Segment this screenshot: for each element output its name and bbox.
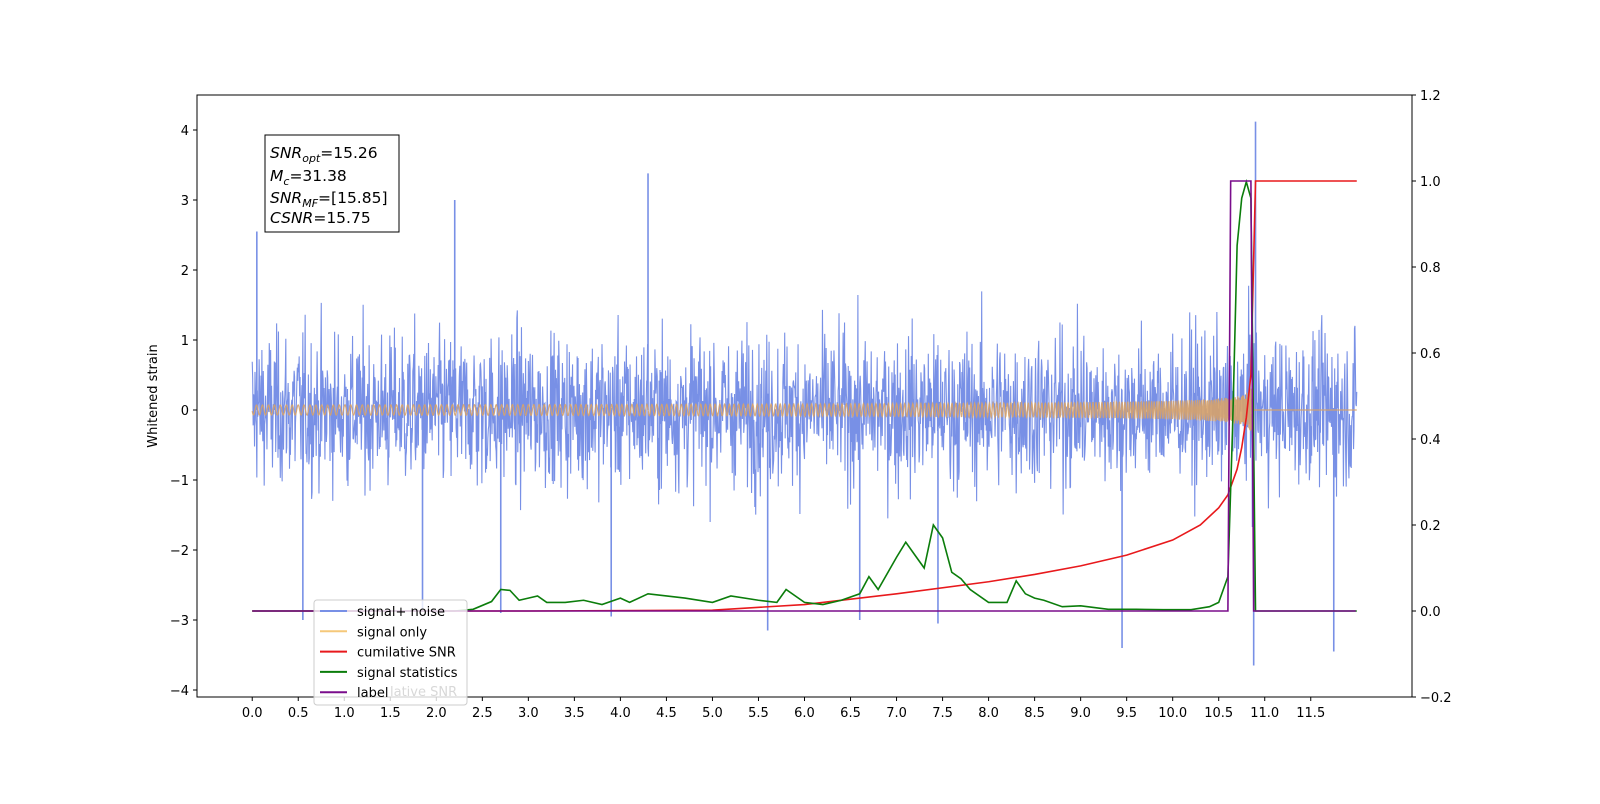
series-signal-noise-line [251,285,1358,528]
x-tick-label: 3.5 [564,706,585,721]
x-tick-label: 1.0 [334,706,355,721]
y-tick-label: 1 [181,334,189,349]
legend-label: label [357,686,388,701]
series-label-line [252,180,1356,612]
series-signal-statistics-line [252,178,1357,612]
y2-tick-label: 0.0 [1420,605,1441,620]
x-tick-label: 4.0 [610,706,631,721]
csnr-annotation: CSNR=15.75 [270,209,371,227]
y-tick-label: −1 [170,474,189,489]
y2-tick-label: 0.2 [1420,519,1441,534]
x-tick-label: 7.5 [932,706,953,721]
series-signal-only-line [251,387,1357,434]
x-tick-label: 5.5 [748,706,769,721]
legend-ghost-text: lative SNR [390,685,457,700]
x-tick-label: 6.0 [794,706,815,721]
x-tick-label: 10.5 [1204,706,1233,721]
x-tick-label: 9.5 [1116,706,1137,721]
x-tick-label: 8.0 [978,706,999,721]
y2-tick-label: 0.6 [1420,347,1441,362]
legend-label: signal only [357,625,427,640]
y2-tick-label: −0.2 [1420,691,1452,706]
y2-tick-label: 1.0 [1420,175,1441,190]
x-tick-label: 0.0 [242,706,263,721]
legend-label: cumilative SNR [357,646,456,661]
y2-tick-label: 1.2 [1420,89,1441,104]
x-tick-label: 9.0 [1070,706,1091,721]
x-tick-label: 4.5 [656,706,677,721]
x-tick-label: 6.5 [840,706,861,721]
chart-legend: signal+ noise signal only cumilative SNR si… [313,599,468,706]
x-tick-label: 11.5 [1296,706,1325,721]
y2-tick-label: 0.8 [1420,261,1441,276]
x-tick-label: 0.5 [288,706,309,721]
x-tick-label: 11.0 [1250,706,1279,721]
snr-mf-annotation: SNRMF=[15.85] [270,189,388,210]
x-tick-label: 2.5 [472,706,493,721]
y-tick-label: 0 [181,404,189,419]
x-tick-label: 2.0 [426,706,447,721]
x-tick-label: 5.0 [702,706,723,721]
y-axis-label: Whitened strain [146,344,161,447]
metrics-annotation-box: SNRopt=15.26 Mc=31.38 SNRMF=[15.85] CSNR… [264,134,400,233]
x-tick-label: 7.0 [886,706,907,721]
y-tick-label: 4 [181,124,189,139]
x-tick-label: 3.0 [518,706,539,721]
x-tick-label: 8.5 [1024,706,1045,721]
mc-annotation: Mc=31.38 [270,167,347,188]
legend-label: signal statistics [357,666,458,681]
y2-tick-label: 0.4 [1420,433,1441,448]
y-tick-label: −3 [170,614,189,629]
y-tick-label: −2 [170,544,189,559]
x-tick-label: 10.0 [1158,706,1187,721]
y-tick-label: −4 [170,684,189,699]
legend-label: signal+ noise [357,605,445,620]
snr-opt-annotation: SNRopt=15.26 [270,144,378,165]
series-cumulative-snr-line [252,180,1357,612]
y-tick-label: 2 [181,264,189,279]
y-tick-label: 3 [181,194,189,209]
x-tick-label: 1.5 [380,706,401,721]
